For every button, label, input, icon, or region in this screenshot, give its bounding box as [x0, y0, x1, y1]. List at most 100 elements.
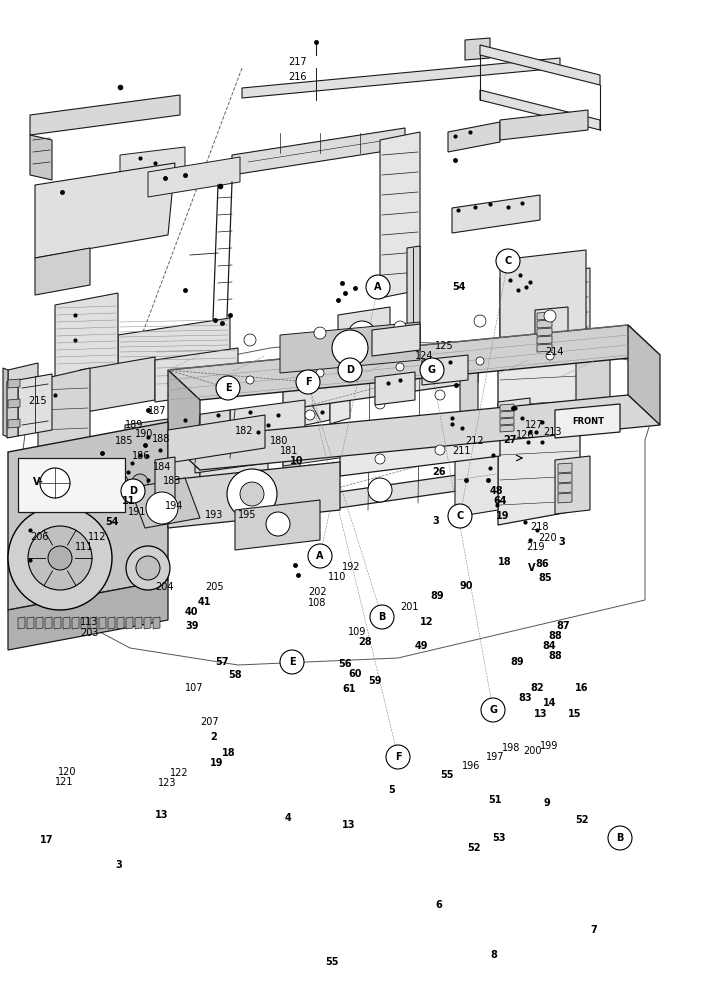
- Text: 51: 51: [488, 795, 501, 805]
- Text: 89: 89: [430, 591, 444, 601]
- Polygon shape: [18, 458, 125, 512]
- Text: 193: 193: [205, 510, 223, 520]
- Text: 111: 111: [75, 542, 93, 552]
- Text: G: G: [489, 705, 497, 715]
- Polygon shape: [537, 328, 552, 336]
- Circle shape: [112, 474, 128, 490]
- Polygon shape: [18, 617, 25, 629]
- Circle shape: [435, 445, 445, 455]
- Text: 10: 10: [290, 456, 304, 466]
- Text: 181: 181: [280, 446, 299, 456]
- Text: 27: 27: [503, 435, 516, 445]
- Polygon shape: [465, 38, 490, 60]
- Text: 3: 3: [115, 860, 122, 870]
- Polygon shape: [90, 617, 97, 629]
- Text: 5: 5: [388, 785, 395, 795]
- Polygon shape: [500, 268, 590, 350]
- Polygon shape: [30, 95, 180, 135]
- Text: 40: 40: [185, 607, 198, 617]
- Text: 54: 54: [105, 517, 119, 527]
- Polygon shape: [63, 617, 70, 629]
- Circle shape: [132, 474, 148, 490]
- Polygon shape: [168, 370, 200, 470]
- Text: V: V: [528, 563, 536, 573]
- Polygon shape: [558, 483, 572, 493]
- Circle shape: [246, 376, 254, 384]
- Polygon shape: [500, 110, 588, 140]
- Circle shape: [375, 454, 385, 464]
- Polygon shape: [380, 132, 420, 298]
- Polygon shape: [35, 248, 90, 295]
- Polygon shape: [168, 462, 340, 528]
- Text: 53: 53: [492, 833, 505, 843]
- Text: 57: 57: [215, 657, 228, 667]
- Text: 183: 183: [163, 476, 181, 486]
- Text: 13: 13: [534, 709, 548, 719]
- Polygon shape: [283, 362, 478, 410]
- Text: 41: 41: [198, 597, 211, 607]
- Text: 196: 196: [462, 761, 480, 771]
- Polygon shape: [153, 617, 160, 629]
- Circle shape: [481, 698, 505, 722]
- Circle shape: [216, 376, 240, 400]
- Text: D: D: [129, 486, 137, 496]
- Circle shape: [305, 410, 315, 420]
- Text: 88: 88: [548, 631, 562, 641]
- Text: 216: 216: [288, 72, 306, 82]
- Text: F: F: [305, 377, 311, 387]
- Polygon shape: [558, 493, 572, 503]
- Polygon shape: [3, 368, 8, 437]
- Circle shape: [386, 745, 410, 769]
- Text: 213: 213: [543, 427, 561, 437]
- Polygon shape: [422, 355, 468, 385]
- Circle shape: [546, 352, 554, 360]
- Text: 186: 186: [132, 451, 150, 461]
- Polygon shape: [375, 372, 415, 405]
- Polygon shape: [30, 135, 52, 180]
- Text: 58: 58: [228, 670, 241, 680]
- Circle shape: [496, 249, 520, 273]
- Text: C: C: [504, 256, 512, 266]
- Circle shape: [370, 605, 394, 629]
- Polygon shape: [628, 325, 660, 425]
- Polygon shape: [7, 380, 18, 438]
- Text: 185: 185: [115, 436, 133, 446]
- Text: 19: 19: [496, 511, 510, 521]
- Text: 13: 13: [155, 810, 168, 820]
- Polygon shape: [296, 338, 330, 427]
- Text: G: G: [428, 365, 436, 375]
- Polygon shape: [576, 335, 610, 420]
- Text: 187: 187: [148, 406, 167, 416]
- Text: 6: 6: [435, 900, 442, 910]
- Circle shape: [308, 544, 332, 568]
- Text: 83: 83: [518, 693, 531, 703]
- Text: 55: 55: [440, 770, 453, 780]
- Circle shape: [338, 358, 362, 382]
- Polygon shape: [235, 500, 320, 550]
- Circle shape: [244, 334, 256, 346]
- Polygon shape: [452, 195, 540, 233]
- Text: D: D: [346, 365, 354, 375]
- Text: 19: 19: [210, 758, 223, 768]
- Text: 201: 201: [400, 602, 418, 612]
- Text: 113: 113: [80, 617, 98, 627]
- Text: 89: 89: [510, 657, 523, 667]
- Text: 59: 59: [368, 676, 382, 686]
- Polygon shape: [448, 122, 500, 152]
- Text: 48: 48: [490, 486, 503, 496]
- Polygon shape: [168, 325, 660, 400]
- Polygon shape: [36, 617, 43, 629]
- Polygon shape: [500, 418, 514, 425]
- Circle shape: [332, 330, 368, 366]
- Text: 195: 195: [238, 510, 256, 520]
- Polygon shape: [8, 419, 20, 428]
- Polygon shape: [81, 617, 88, 629]
- Polygon shape: [8, 363, 38, 437]
- Circle shape: [396, 363, 404, 371]
- Text: B: B: [616, 833, 624, 843]
- Polygon shape: [195, 410, 230, 473]
- Polygon shape: [455, 423, 498, 517]
- Circle shape: [476, 357, 484, 365]
- Polygon shape: [8, 580, 168, 650]
- Circle shape: [348, 321, 376, 349]
